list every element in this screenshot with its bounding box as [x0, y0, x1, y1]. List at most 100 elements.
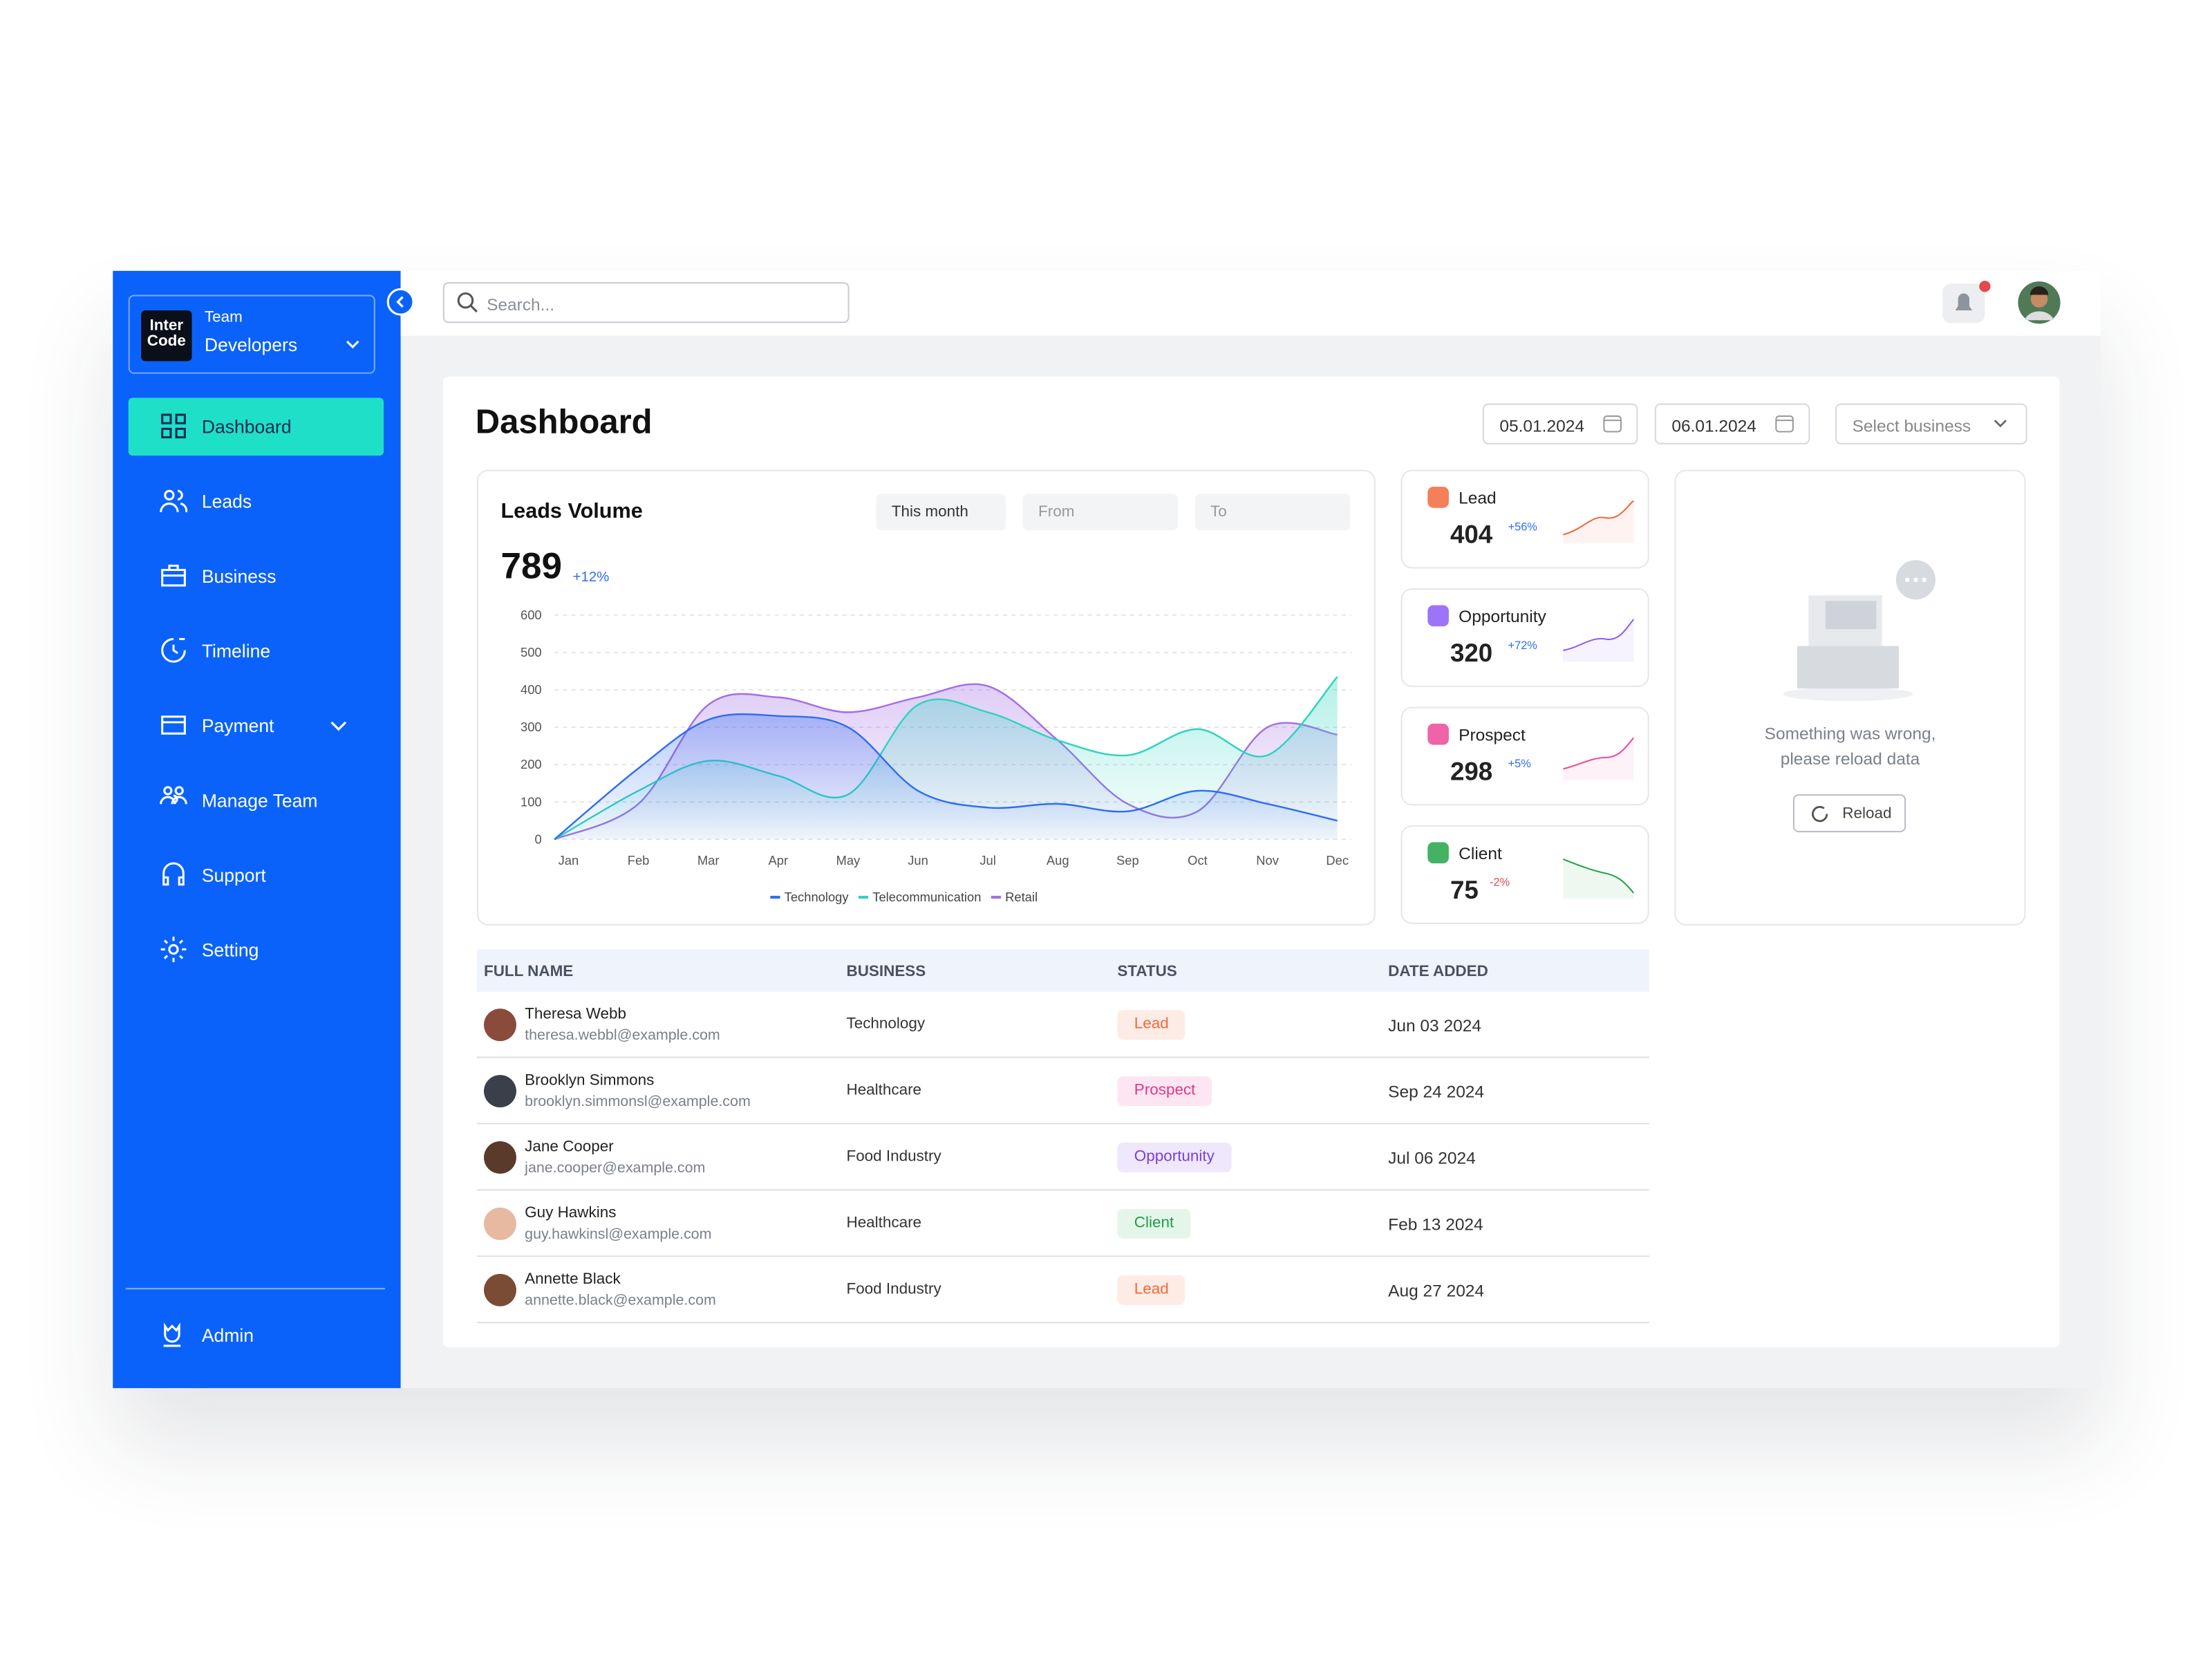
nav-item[interactable]: Manage Team [129, 771, 384, 830]
status-badge: Client [1117, 1208, 1191, 1239]
business: Food Industry [846, 1281, 941, 1298]
kpi-icon [1427, 605, 1449, 627]
notifications[interactable] [1942, 281, 1993, 326]
admin-icon [163, 1322, 181, 1347]
sidebar [113, 270, 401, 1389]
nav-item[interactable]: Business [129, 547, 384, 606]
nav-icon [160, 786, 187, 805]
nav-label: Setting [201, 939, 259, 961]
date-to[interactable]: 06.01.2024 [1654, 403, 1810, 444]
avatar[interactable] [2017, 281, 2061, 324]
business: Healthcare [846, 1082, 922, 1099]
icon-shape [160, 786, 187, 805]
nav-item[interactable]: Payment [129, 697, 384, 755]
y-tick-label: 500 [521, 645, 542, 659]
full-name: Theresa Webb [525, 1006, 627, 1023]
sparkline-line [1563, 858, 1635, 894]
user-name[interactable]: Admin [201, 1324, 254, 1346]
date-added: Jun 03 2024 [1388, 1015, 1481, 1035]
y-tick-label: 300 [521, 720, 542, 734]
nav-icon [161, 413, 186, 439]
date-added: Feb 13 2024 [1388, 1215, 1483, 1235]
from-input[interactable]: From [1022, 494, 1179, 531]
icon-shape [161, 564, 186, 587]
nav-item[interactable]: Support [129, 846, 384, 904]
nav-icon [162, 862, 185, 886]
sparkline-line [1563, 737, 1635, 770]
period-filter[interactable]: This month [876, 494, 1006, 531]
team-switcher[interactable] [128, 294, 375, 374]
search-input[interactable]: Search... [442, 282, 850, 324]
y-tick-label: 600 [521, 608, 542, 622]
page-title: Dashboard [475, 403, 653, 442]
nav-item[interactable]: Dashboard [128, 397, 384, 456]
table-row[interactable] [476, 1190, 1649, 1257]
x-tick-label: Apr [768, 853, 788, 868]
avatar [483, 1273, 516, 1306]
nav-icon [161, 637, 186, 663]
kpi-card [1400, 825, 1649, 924]
column-header: STATUS [1117, 963, 1177, 981]
to-input[interactable]: To [1194, 494, 1351, 531]
divider [125, 1288, 386, 1290]
reload-button[interactable]: Reload [1792, 794, 1906, 833]
x-tick-label: Sep [1116, 853, 1139, 868]
chart-total: 789 [500, 544, 563, 587]
nav-item[interactable]: Timeline [129, 622, 384, 680]
calendar-icon [1775, 415, 1794, 433]
kpi-icon [1427, 723, 1449, 745]
nav-item[interactable]: Leads [129, 473, 384, 531]
nav-item[interactable]: Setting [129, 921, 384, 980]
kpi-icon [1427, 842, 1449, 863]
logo: Inter Code [141, 310, 192, 362]
avatar [483, 1075, 516, 1108]
table-row[interactable] [476, 992, 1649, 1058]
search-icon [457, 292, 478, 313]
table-row[interactable] [476, 1125, 1649, 1191]
chart: 0 100 200 300 400 500 600 Jan Feb Mar Apr May Jun Jul… [521, 608, 1352, 904]
kpi-name: Prospect [1459, 724, 1526, 745]
chart-title: Leads Volume [500, 499, 643, 524]
sparkline-area [1563, 859, 1634, 899]
column-header: DATE ADDED [1388, 963, 1488, 981]
y-tick-label: 100 [521, 794, 542, 809]
nav-label: Support [201, 865, 266, 886]
x-tick-label: Jul [980, 853, 995, 868]
nav-label: Timeline [201, 640, 271, 662]
legend-label: Retail [1005, 890, 1038, 904]
business: Technology [846, 1015, 926, 1033]
nav-icon [161, 564, 186, 587]
table-row[interactable] [476, 1058, 1649, 1125]
business-select[interactable]: Select business [1835, 403, 2027, 444]
full-name: Brooklyn Simmons [525, 1072, 655, 1089]
collapse-button[interactable] [386, 288, 415, 316]
sparkline [1563, 737, 1635, 780]
kpi-value: 75 [1450, 876, 1479, 905]
y-tick-label: 200 [521, 757, 542, 771]
nav-label: Dashboard [201, 416, 292, 438]
kpi-name: Opportunity [1459, 606, 1546, 627]
kpi-card [1400, 588, 1649, 687]
chevron [1994, 420, 2007, 428]
x-tick-label: Nov [1256, 853, 1279, 868]
column-header: FULL NAME [483, 963, 574, 981]
icon-shape [162, 862, 185, 886]
x-tick-label: May [836, 853, 861, 868]
icon-shape [330, 721, 347, 731]
avatar [483, 1141, 516, 1174]
icon-shape [160, 937, 187, 962]
chevron [346, 340, 359, 349]
area [554, 714, 1338, 840]
icon-shape [161, 637, 186, 663]
chart-change: +12% [572, 570, 610, 585]
table-row[interactable] [476, 1257, 1649, 1324]
date-from[interactable]: 05.01.2024 [1482, 403, 1638, 444]
status-badge: Prospect [1117, 1076, 1212, 1106]
full-name: Annette Black [525, 1271, 621, 1288]
sparkline-line [1563, 619, 1635, 651]
x-tick-label: Dec [1326, 853, 1349, 868]
nav-label: Leads [201, 491, 252, 512]
